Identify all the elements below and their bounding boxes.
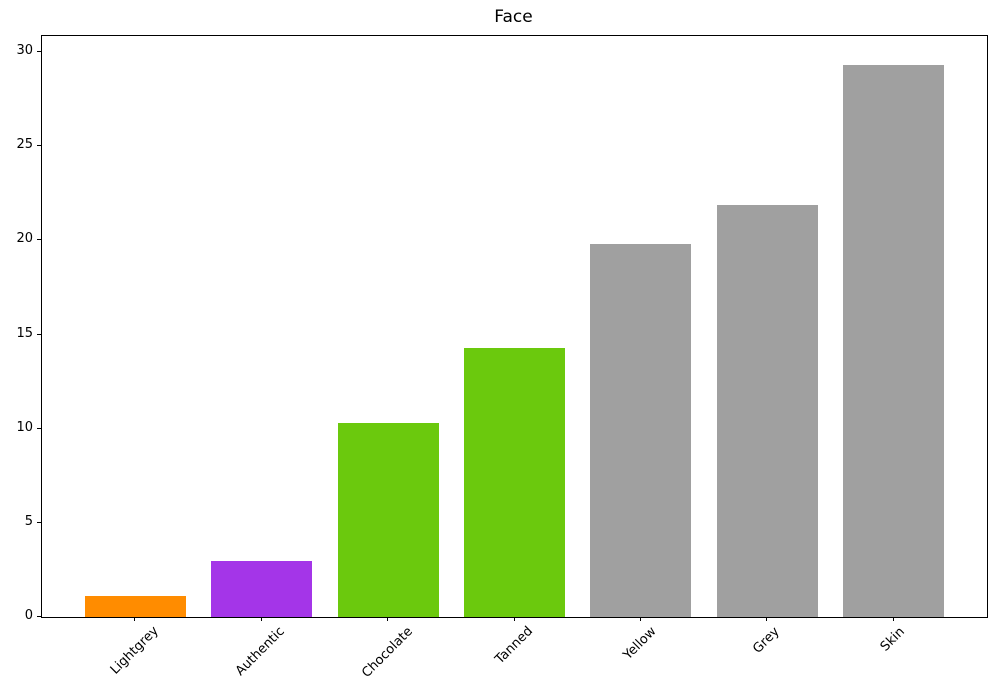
bar-authentic xyxy=(211,560,313,617)
x-tick xyxy=(134,617,136,621)
y-tick-label: 25 xyxy=(16,137,33,153)
y-tick xyxy=(37,521,41,523)
bar-tanned xyxy=(463,347,566,617)
y-tick-label: 5 xyxy=(24,513,33,529)
x-tick xyxy=(387,617,389,621)
x-tick xyxy=(260,617,262,621)
y-tick xyxy=(37,333,41,335)
chart-title: Face xyxy=(494,7,533,27)
x-tick xyxy=(513,617,515,621)
x-tick-label: Grey xyxy=(749,624,783,657)
y-tick xyxy=(37,616,41,617)
x-tick-label: Yellow xyxy=(620,623,660,663)
y-tick-label: 15 xyxy=(16,325,33,341)
bar-skin xyxy=(842,65,945,617)
x-tick xyxy=(639,617,641,621)
bar-chocolate xyxy=(337,423,439,617)
x-tick-label: Chocolate xyxy=(358,623,416,681)
x-tick-label: Tanned xyxy=(492,623,536,668)
y-tick xyxy=(37,239,41,241)
bar-yellow xyxy=(590,244,692,617)
bar-grey xyxy=(716,204,818,617)
y-tick-label: 0 xyxy=(24,608,33,623)
y-tick-label: 10 xyxy=(16,419,33,435)
y-tick xyxy=(37,427,41,429)
x-tick-label: Authentic xyxy=(233,624,289,679)
x-tick-label: Skin xyxy=(877,624,908,655)
x-tick-label: Lightgrey xyxy=(107,623,162,678)
y-tick-label: 20 xyxy=(16,231,33,247)
x-tick xyxy=(892,617,894,621)
plot-area xyxy=(41,35,988,618)
y-tick-label: 30 xyxy=(16,43,33,58)
y-tick xyxy=(37,145,41,147)
bar-lightgrey xyxy=(84,596,187,617)
y-tick xyxy=(37,51,41,52)
x-tick xyxy=(766,617,768,621)
